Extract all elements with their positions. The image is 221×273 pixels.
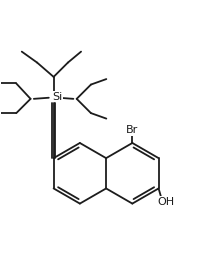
Text: Br: Br — [126, 125, 139, 135]
Text: OH: OH — [157, 197, 174, 207]
Text: Si: Si — [52, 92, 62, 102]
